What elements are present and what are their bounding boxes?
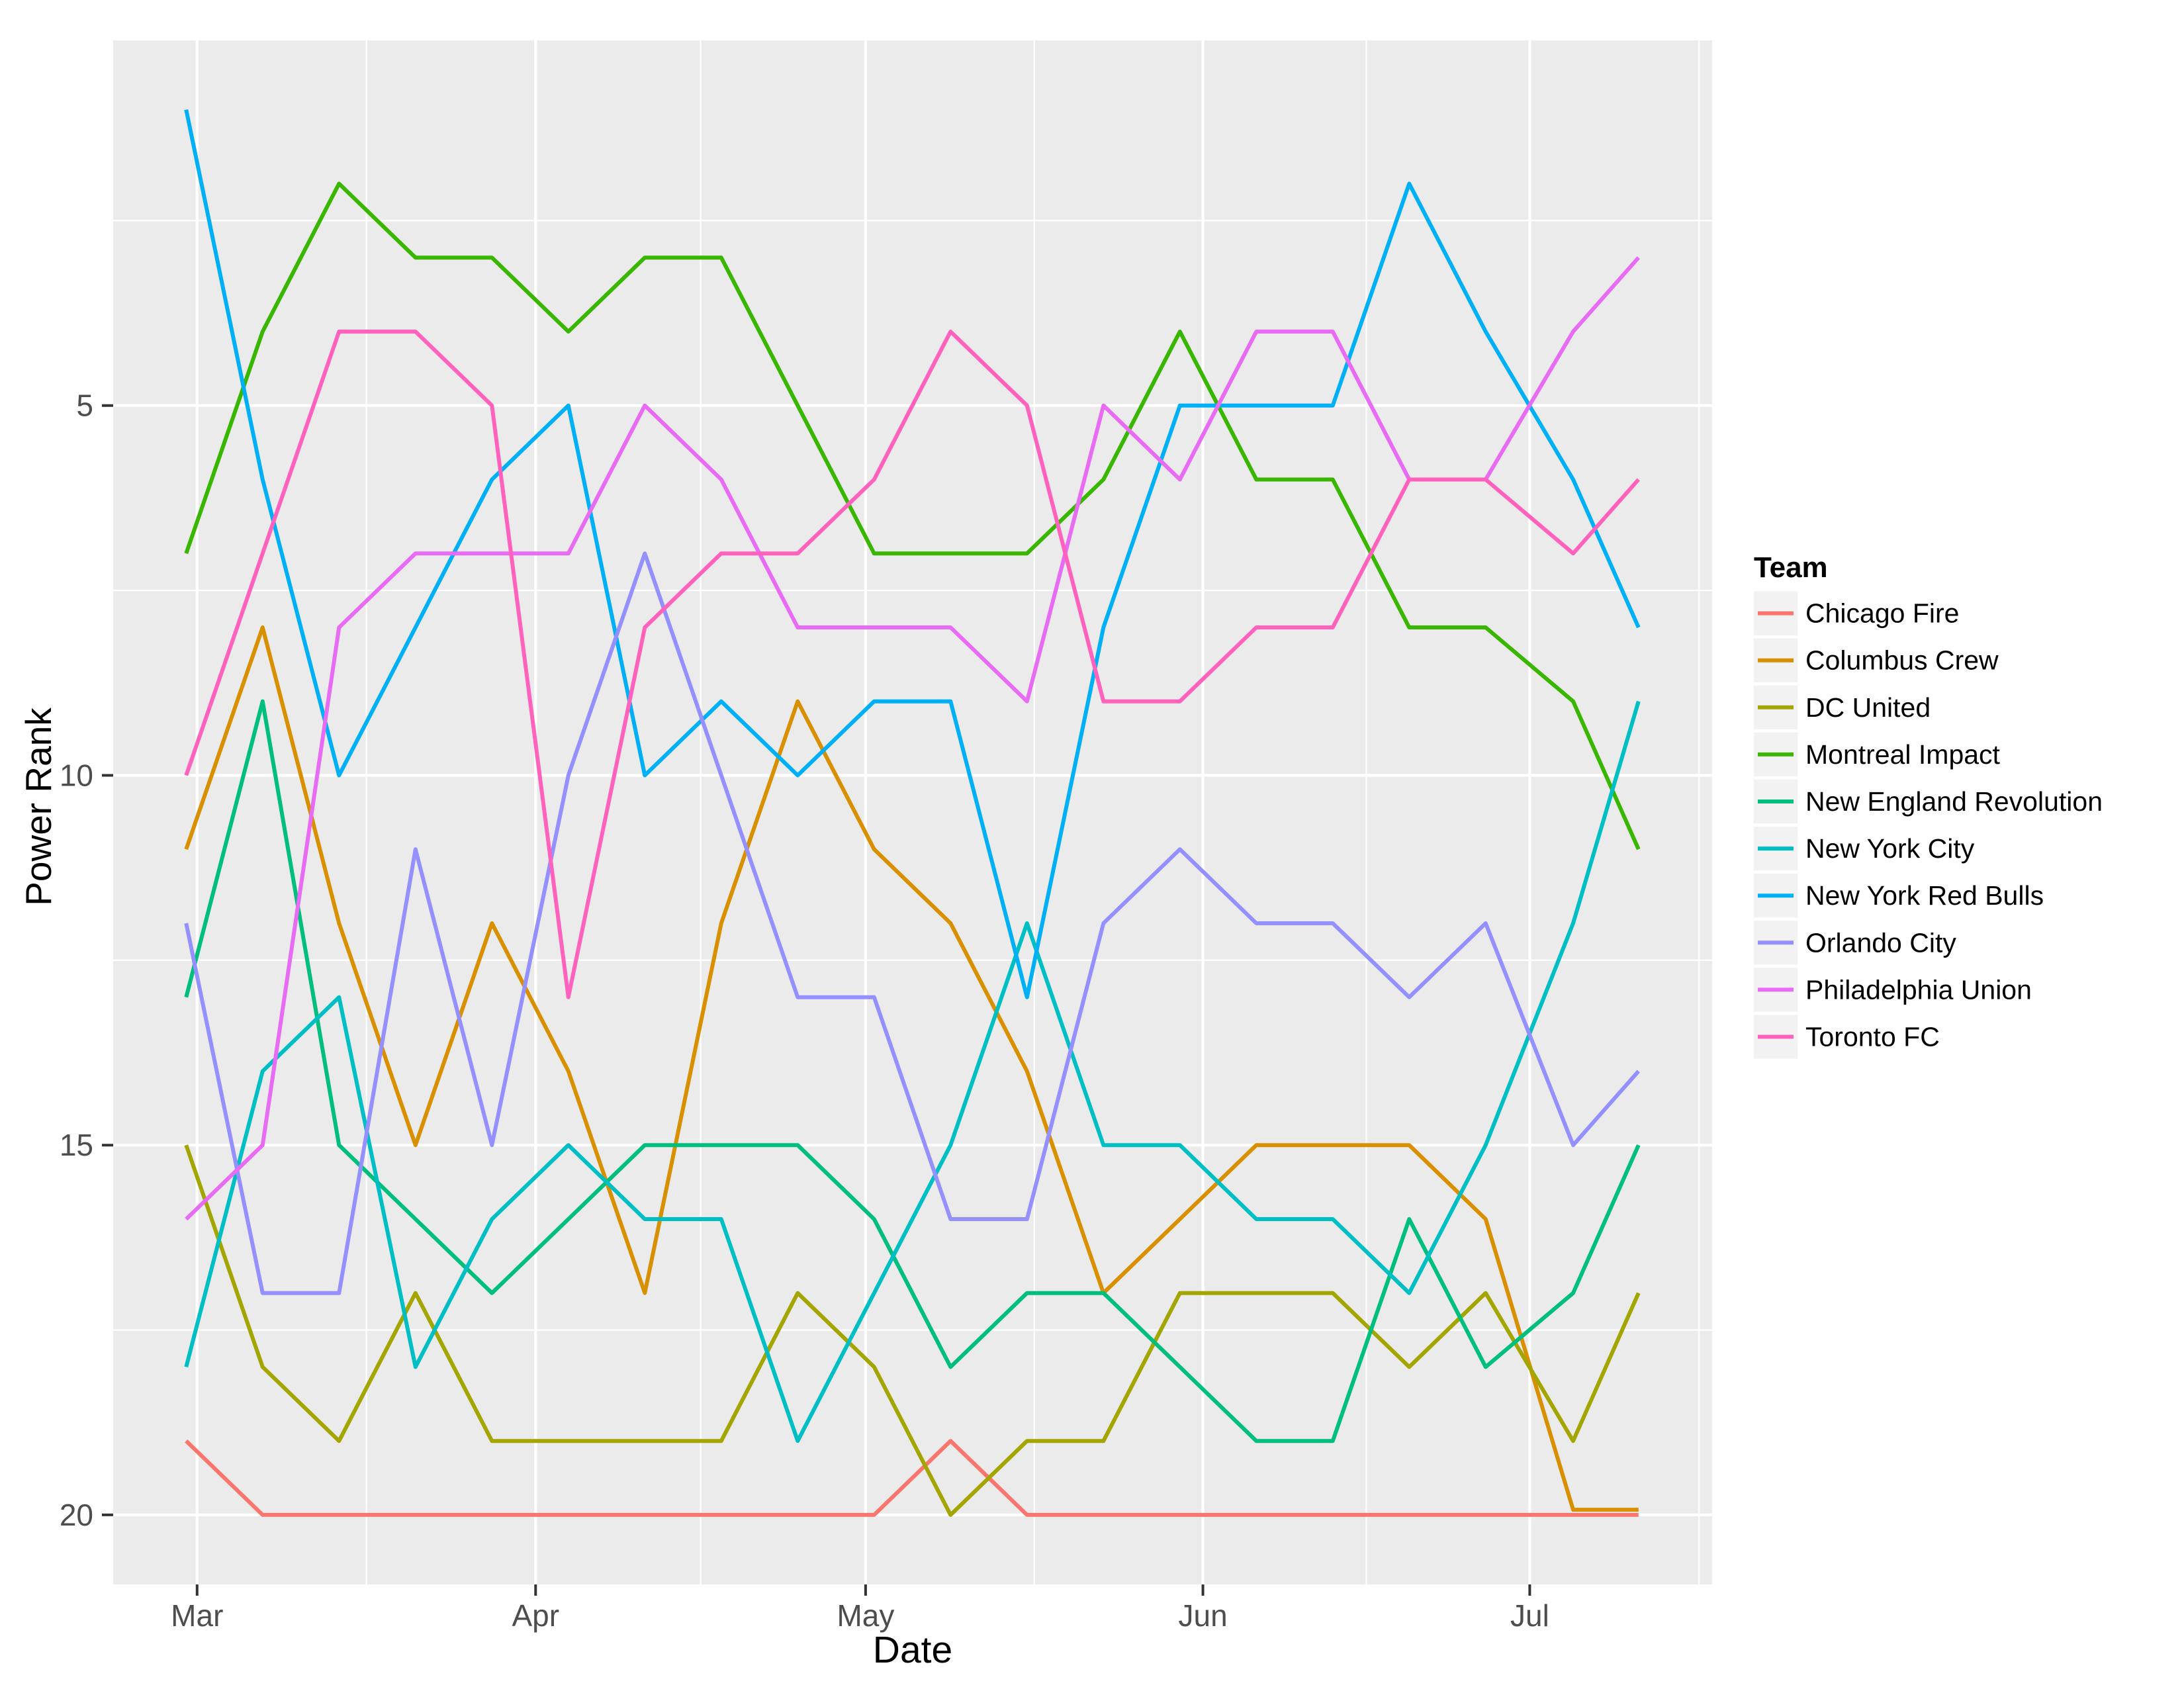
svg-text:Date: Date — [873, 1629, 952, 1671]
svg-text:Orlando City: Orlando City — [1805, 927, 1956, 958]
svg-text:Mar: Mar — [171, 1598, 223, 1633]
svg-text:Montreal Impact: Montreal Impact — [1805, 739, 2001, 770]
svg-text:Power Rank: Power Rank — [18, 708, 59, 906]
svg-text:May: May — [837, 1598, 894, 1633]
svg-text:DC United: DC United — [1805, 692, 1931, 723]
svg-text:New York City: New York City — [1805, 833, 1975, 864]
svg-text:New York Red Bulls: New York Red Bulls — [1805, 880, 2044, 911]
svg-text:20: 20 — [60, 1498, 93, 1532]
svg-text:Jul: Jul — [1510, 1598, 1549, 1633]
svg-text:10: 10 — [60, 758, 93, 793]
svg-text:Team: Team — [1754, 551, 1828, 584]
svg-text:Philadelphia Union: Philadelphia Union — [1805, 974, 2032, 1005]
svg-text:15: 15 — [60, 1128, 93, 1162]
svg-text:Columbus Crew: Columbus Crew — [1805, 645, 1999, 676]
svg-text:Toronto FC: Toronto FC — [1805, 1022, 1940, 1052]
svg-text:Chicago Fire: Chicago Fire — [1805, 598, 1959, 629]
svg-text:Jun: Jun — [1179, 1598, 1228, 1633]
svg-text:5: 5 — [76, 388, 93, 423]
svg-text:New England Revolution: New England Revolution — [1805, 786, 2103, 817]
svg-text:Apr: Apr — [512, 1598, 560, 1633]
